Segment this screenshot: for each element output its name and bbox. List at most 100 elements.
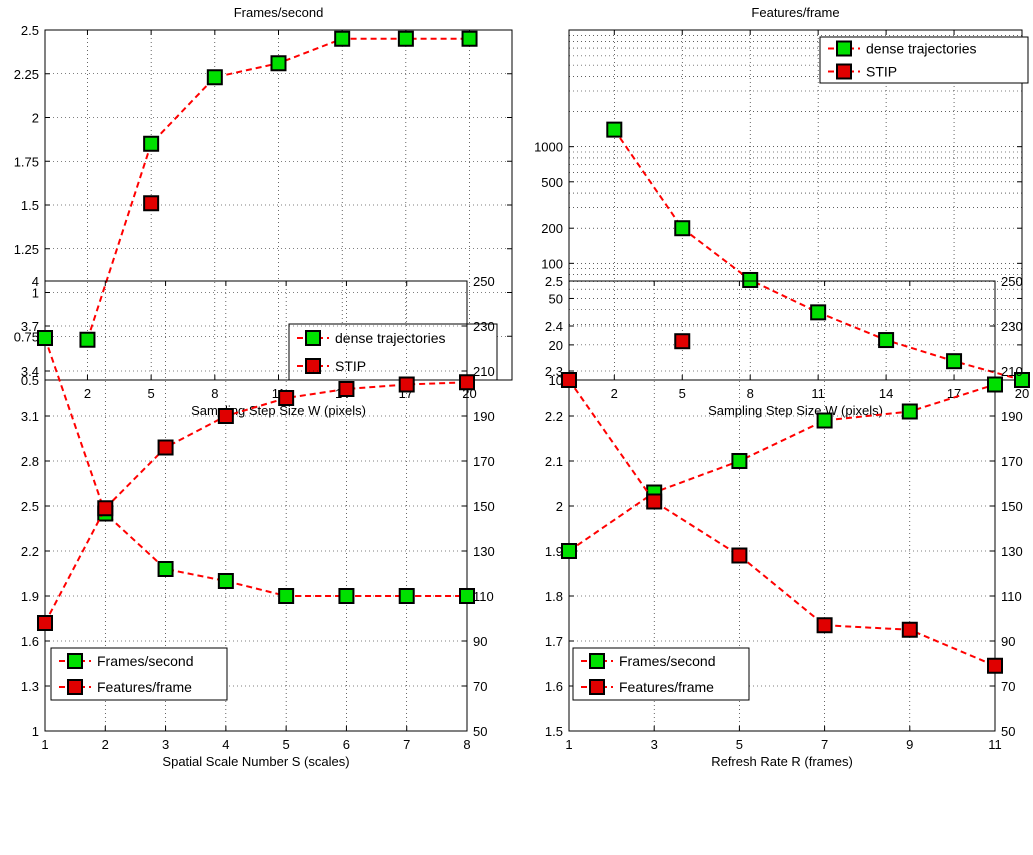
chart-0: 258111417200.50.7511.251.51.7522.252.5Fr… xyxy=(14,5,513,418)
data-point xyxy=(278,390,295,406)
x-tick-label: 7 xyxy=(821,737,828,752)
y-tick-label: 1.6 xyxy=(21,634,39,649)
legend: dense trajectories STIP xyxy=(288,323,498,381)
x-tick-label: 8 xyxy=(211,386,218,401)
data-point xyxy=(816,412,833,429)
y-tick-label: 200 xyxy=(541,221,563,236)
y-tick-label: 1.8 xyxy=(545,589,563,604)
y-tick-label: 1 xyxy=(32,286,39,301)
data-point xyxy=(987,376,1003,393)
y2-tick-label: 170 xyxy=(473,454,495,469)
y2-tick-label: 130 xyxy=(473,544,495,559)
y-tick-label: 1.7 xyxy=(545,634,563,649)
y-tick-label: 20 xyxy=(549,338,563,353)
x-tick-label: 5 xyxy=(679,386,686,401)
y-tick-label: 3.4 xyxy=(21,364,39,379)
series-features-frame xyxy=(561,372,1003,674)
data-point xyxy=(901,621,918,638)
y2-tick-label: 130 xyxy=(1001,544,1023,559)
series-stip xyxy=(143,195,160,212)
y-tick-label: 2 xyxy=(32,111,39,126)
y2-tick-label: 230 xyxy=(1001,319,1023,334)
legend-entry-label: STIP xyxy=(335,358,366,374)
legend: Frames/second Features/frame xyxy=(572,647,750,701)
y-tick-label: 2.5 xyxy=(21,499,39,514)
legend: dense trajectories STIP xyxy=(819,36,1029,84)
series-line xyxy=(44,337,467,597)
data-point xyxy=(461,30,478,47)
data-point xyxy=(606,121,623,138)
data-point xyxy=(987,657,1003,674)
y2-tick-label: 50 xyxy=(473,724,487,739)
y2-tick-label: 70 xyxy=(473,679,487,694)
legend-entry-label: Features/frame xyxy=(97,679,192,695)
x-tick-label: 7 xyxy=(403,737,410,752)
data-point xyxy=(37,330,53,346)
x-tick-label: 5 xyxy=(736,737,743,752)
data-point xyxy=(674,220,691,237)
legend-marker xyxy=(836,63,852,80)
data-point xyxy=(338,381,355,397)
data-point xyxy=(561,372,577,388)
x-tick-label: 4 xyxy=(222,737,229,752)
legend-marker xyxy=(305,330,321,346)
x-tick-label: 5 xyxy=(283,737,290,752)
y2-tick-label: 50 xyxy=(1001,724,1015,739)
data-point xyxy=(217,408,234,424)
data-point xyxy=(270,55,287,72)
y-tick-label: 1.75 xyxy=(14,154,39,169)
chart-1: 2 5 8 11 14 17 201020501002005001000Features/f… xyxy=(534,5,1030,418)
y-tick-label: 3.7 xyxy=(21,319,39,334)
y-tick-label: 500 xyxy=(541,175,563,190)
y-tick-label: 2.2 xyxy=(545,409,563,424)
y2-tick-label: 250 xyxy=(1001,274,1023,289)
y-tick-label: 0.75 xyxy=(14,329,39,344)
axes-frame xyxy=(568,29,1023,381)
legend-marker xyxy=(589,653,605,669)
data-point xyxy=(143,135,160,152)
legend-entry-label: Features/frame xyxy=(619,679,714,695)
y2-tick-label: 70 xyxy=(1001,679,1015,694)
y-tick-label: 2.25 xyxy=(14,67,39,82)
y2-tick-label: 170 xyxy=(1001,454,1023,469)
legend-entry-label: dense trajectories xyxy=(866,41,977,57)
legend-marker xyxy=(305,358,321,374)
y2-tick-label: 250 xyxy=(473,274,495,289)
y2-tick-label: 110 xyxy=(473,589,494,604)
data-point xyxy=(79,331,96,348)
x-tick-label: 3 xyxy=(162,737,169,752)
data-point xyxy=(561,543,577,559)
data-point xyxy=(217,573,234,589)
legend-marker xyxy=(836,40,852,57)
chart-3: 1 3 5 7 9 11 1.5 1.6 1.7 1.8 1.9 2 2.1 2.2 2.3 2.4 2.5 50… xyxy=(545,274,1023,769)
x-tick-label: 20 xyxy=(1015,386,1029,401)
y-tick-label: 0.5 xyxy=(21,373,39,388)
x-axis-label: Sampling Step Size W (pixels) xyxy=(708,403,883,418)
y-tick-label: 2.5 xyxy=(21,23,39,38)
y2-tick-label: 150 xyxy=(1001,499,1023,514)
series-line xyxy=(44,381,468,624)
data-point xyxy=(459,588,475,604)
x-tick-label: 3 xyxy=(651,737,658,752)
data-point xyxy=(157,439,174,456)
data-point xyxy=(731,453,748,469)
y-tick-label: 50 xyxy=(549,291,563,306)
y-tick-label: 2.8 xyxy=(21,454,39,469)
y-tick-label: 2.1 xyxy=(545,454,563,469)
data-point xyxy=(674,333,691,350)
y-tick-label: 1.6 xyxy=(545,679,563,694)
y2-tick-label: 210 xyxy=(1001,364,1023,379)
legend-marker xyxy=(67,653,83,669)
data-point xyxy=(731,547,748,564)
chart-title: Frames/second xyxy=(234,5,324,20)
y-tick-label: 1.9 xyxy=(21,589,39,604)
x-tick-label: 8 xyxy=(463,737,470,752)
x-tick-label: 11 xyxy=(811,386,825,401)
series-frames-second xyxy=(561,376,1003,559)
legend-entry-label: Frames/second xyxy=(619,653,715,669)
data-point xyxy=(398,588,415,604)
series-line xyxy=(568,379,996,667)
x-axis-label: Refresh Rate R (frames) xyxy=(711,754,853,769)
data-point xyxy=(397,30,414,47)
data-point xyxy=(338,588,355,604)
